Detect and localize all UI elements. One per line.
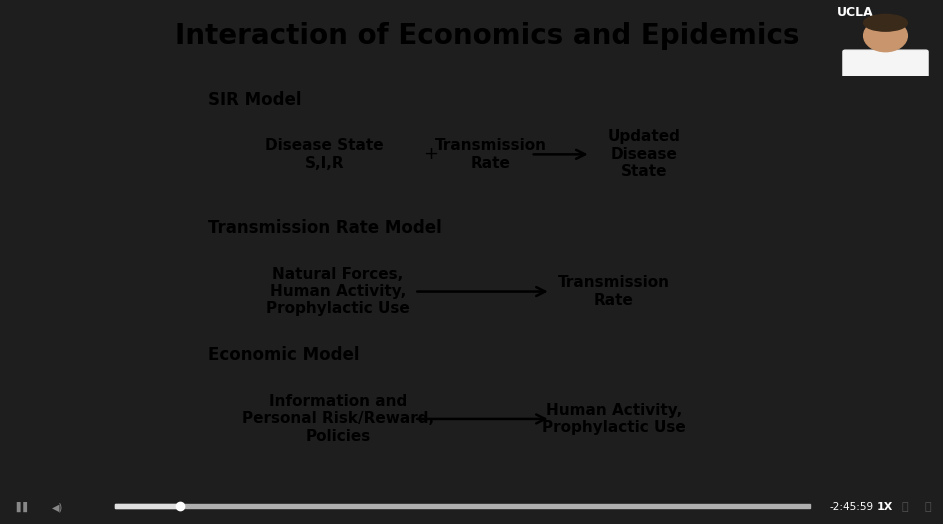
Text: +: + <box>423 145 438 163</box>
Text: ▐▐: ▐▐ <box>12 502 27 512</box>
Text: Transmission
Rate: Transmission Rate <box>435 138 547 170</box>
Text: ◀): ◀) <box>53 502 63 512</box>
Text: Natural Forces,
Human Activity,
Prophylactic Use: Natural Forces, Human Activity, Prophyla… <box>266 267 410 316</box>
Bar <box>115 504 180 508</box>
Ellipse shape <box>864 15 907 31</box>
Bar <box>115 504 810 508</box>
Text: ⬛: ⬛ <box>902 502 908 512</box>
Text: ⛶: ⛶ <box>925 502 932 512</box>
FancyBboxPatch shape <box>843 50 928 78</box>
Text: 1X: 1X <box>877 502 893 512</box>
Text: Information and
Personal Risk/Reward,
Policies: Information and Personal Risk/Reward, Po… <box>241 394 434 444</box>
Text: Transmission
Rate: Transmission Rate <box>558 275 670 308</box>
Text: -2:45:59: -2:45:59 <box>830 502 874 512</box>
Text: Updated
Disease
State: Updated Disease State <box>607 129 680 179</box>
Text: Economic Model: Economic Model <box>208 346 359 364</box>
Text: Disease State
S,I,R: Disease State S,I,R <box>265 138 384 170</box>
Text: UCLA: UCLA <box>837 6 874 19</box>
Ellipse shape <box>864 20 907 52</box>
Text: Interaction of Economics and Epidemics: Interaction of Economics and Epidemics <box>175 22 800 50</box>
Text: Human Activity,
Prophylactic Use: Human Activity, Prophylactic Use <box>542 403 686 435</box>
Text: Transmission Rate Model: Transmission Rate Model <box>208 219 442 237</box>
Text: SIR Model: SIR Model <box>208 92 302 110</box>
